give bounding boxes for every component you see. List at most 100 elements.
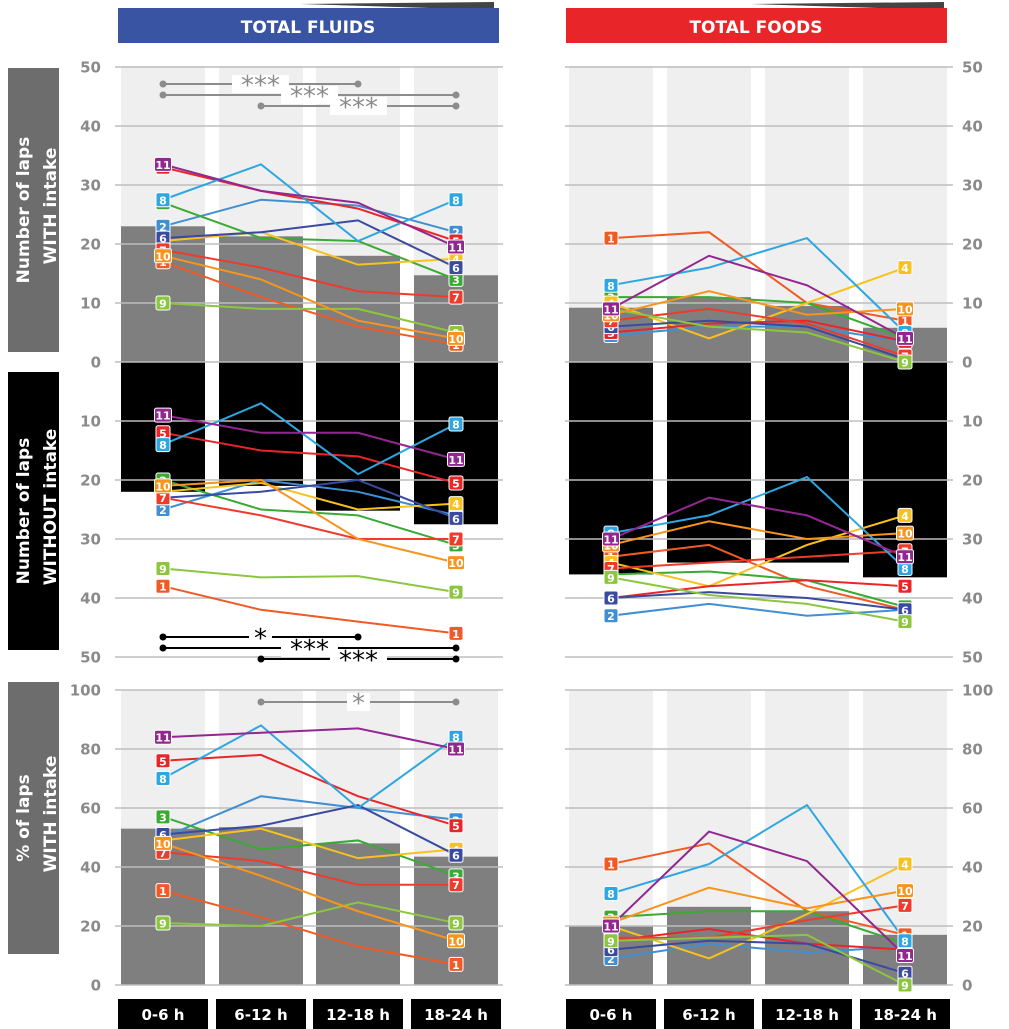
- series-marker-label-fluids_with-10-3: 10: [448, 333, 464, 346]
- tick-label-left-with-3: 20: [80, 236, 101, 254]
- row-label-without-line1: Number of laps: [14, 438, 34, 585]
- series-line-fluids_without-1: [162, 585, 457, 635]
- series-marker-label-fluids_pct-5-3: 5: [452, 820, 460, 833]
- series-marker-foods_without-9-0: [603, 569, 619, 585]
- significance-end-fluids_with-2-b: [452, 102, 460, 110]
- series-marker-fluids_pct-10-3: [447, 933, 465, 949]
- significance-label-fluids_with-1: ***: [290, 82, 329, 112]
- category-label-fluids-1: 6-12 h: [234, 1006, 287, 1024]
- series-line-fluids_without-8: [162, 402, 457, 476]
- series-line-fluids_pct-10: [162, 842, 457, 942]
- series-marker-foods_without-2-0: [603, 608, 619, 624]
- series-marker-fluids_with-9-0: [155, 295, 171, 311]
- significance-label-fluids_without-2: ***: [339, 646, 378, 676]
- tick-label-right-without-3: 40: [962, 590, 983, 608]
- series-marker-fluids_pct-5-3: [448, 818, 464, 834]
- series-marker-label-fluids_with-11-3: 11: [448, 241, 463, 254]
- series-marker-label-fluids_with-9-0: 9: [159, 298, 167, 311]
- series-marker-label-foods_pct-8-0: 8: [607, 888, 615, 901]
- series-line-fluids_with-3: [162, 201, 457, 281]
- series-marker-label-foods_pct-10-3: 10: [897, 885, 913, 898]
- significance-end-fluids_without-2-b: [452, 655, 460, 663]
- series-marker-foods_without-11-0: [602, 531, 620, 547]
- series-marker-label-fluids_pct-9-0: 9: [159, 918, 167, 931]
- series-marker-label-fluids_without-10-3: 10: [448, 557, 464, 570]
- series-line-foods_pct-9: [610, 933, 906, 986]
- series-marker-fluids_with-8-3: [448, 192, 464, 208]
- series-line-foods_without-11: [610, 496, 906, 558]
- series-marker-label-foods_without-9-0: 9: [607, 572, 615, 585]
- series-marker-label-foods_with-1-0: 1: [607, 233, 615, 246]
- header-fluids-title: TOTAL FLUIDS: [241, 18, 376, 38]
- series-marker-fluids_with-6-3: [448, 260, 464, 276]
- series-marker-label-fluids_without-8-3: 8: [452, 418, 460, 431]
- significance-end-fluids_pct-0-a: [257, 698, 265, 706]
- series-marker-label-fluids_with-3-3: 3: [452, 274, 460, 287]
- series-marker-foods_with-4-3: [897, 260, 913, 276]
- series-marker-label-foods_pct-2-0: 2: [607, 953, 615, 966]
- series-line-foods_pct-10: [610, 886, 906, 924]
- significance-end-fluids_pct-0-b: [452, 698, 460, 706]
- significance-bg-fluids_with-1: [281, 86, 338, 104]
- series-marker-label-foods_without-8-3: 8: [901, 563, 909, 576]
- tick-label-left-without-0: 10: [80, 413, 101, 431]
- significance-bg-fluids_without-2: [330, 650, 387, 668]
- series-marker-label-foods_without-11-3: 11: [897, 551, 912, 564]
- category-box-fluids-3: [411, 999, 501, 1029]
- tick-label-right-with-3: 20: [962, 236, 983, 254]
- series-marker-label-foods_pct-11-0: 11: [603, 921, 618, 934]
- series-marker-label-fluids_with-2-0: 2: [159, 221, 167, 234]
- series-line-fluids_pct-7: [162, 851, 456, 886]
- series-marker-foods_pct-11-3: [896, 948, 914, 963]
- series-marker-label-foods_without-9-3: 9: [901, 616, 909, 629]
- series-marker-fluids_pct-8-0: [155, 771, 171, 786]
- tick-label-right-without-2: 30: [962, 531, 983, 549]
- significance-end-fluids_with-0-a: [159, 80, 167, 88]
- category-box-fluids-0: [118, 999, 208, 1029]
- series-line-fluids_pct-11: [162, 727, 457, 750]
- series-marker-label-fluids_without-7-3: 7: [452, 534, 460, 547]
- row-label-with-line1: Number of laps: [14, 137, 34, 284]
- series-marker-foods_with-8-0: [603, 277, 619, 293]
- series-line-foods_with-8: [610, 236, 906, 334]
- series-marker-label-foods_without-5-3: 5: [901, 581, 909, 594]
- series-marker-label-foods_with-8-0: 8: [607, 280, 615, 293]
- series-line-foods_without-7: [610, 549, 906, 570]
- category-label-fluids-3: 18-24 h: [424, 1006, 488, 1024]
- series-marker-foods_pct-8-0: [603, 886, 619, 902]
- series-marker-label-foods_with-11-0: 11: [603, 303, 618, 316]
- series-marker-label-foods_with-1-3: 1: [901, 315, 909, 328]
- series-line-foods_without-6: [610, 591, 906, 611]
- series-line-fluids_with-6: [162, 219, 457, 269]
- series-line-fluids_pct-9: [162, 901, 457, 928]
- tick-label-left-with-0: 50: [80, 59, 101, 77]
- significance-bg-fluids_with-2: [330, 97, 387, 115]
- bar-fluids_pct-1: [219, 827, 303, 985]
- series-line-foods_without-5: [610, 579, 906, 599]
- tick-label-left-with-1: 40: [80, 118, 101, 136]
- tick-label-left-pct-4: 20: [80, 918, 101, 936]
- series-marker-label-foods_pct-9-3: 9: [901, 980, 909, 993]
- tick-label-right-pct-5: 0: [962, 977, 972, 995]
- series-marker-label-fluids_with-6-0: 6: [159, 233, 167, 246]
- series-line-fluids_with-8: [162, 163, 457, 243]
- tick-label-left-without-2: 30: [80, 531, 101, 549]
- significance-end-fluids_with-1-a: [159, 91, 167, 99]
- significance-bg-fluids_pct-0: [347, 693, 370, 711]
- significance-end-fluids_without-1-a: [159, 644, 167, 652]
- significance-label-fluids_without-1: ***: [290, 635, 329, 665]
- series-marker-label-foods_without-7-0: 7: [607, 563, 615, 576]
- series-marker-fluids_without-5-3: [448, 475, 464, 491]
- series-marker-label-foods_with-10-3: 10: [897, 303, 913, 316]
- series-marker-fluids_with-11-3: [447, 239, 465, 255]
- series-marker-fluids_pct-3-0: [155, 809, 171, 825]
- series-marker-label-foods_pct-9-0: 9: [607, 935, 615, 948]
- series-marker-label-foods_without-2-0: 2: [607, 610, 615, 623]
- series-line-fluids_with-11: [162, 163, 457, 248]
- series-line-fluids_without-7: [162, 496, 456, 540]
- series-marker-label-fluids_without-11-0: 11: [155, 410, 170, 423]
- series-marker-label-fluids_pct-6-3: 6: [452, 850, 460, 863]
- significance-end-fluids_with-2-a: [257, 102, 265, 110]
- series-marker-label-fluids_pct-1-0: 1: [159, 885, 167, 898]
- significance-end-fluids_without-1-b: [452, 644, 460, 652]
